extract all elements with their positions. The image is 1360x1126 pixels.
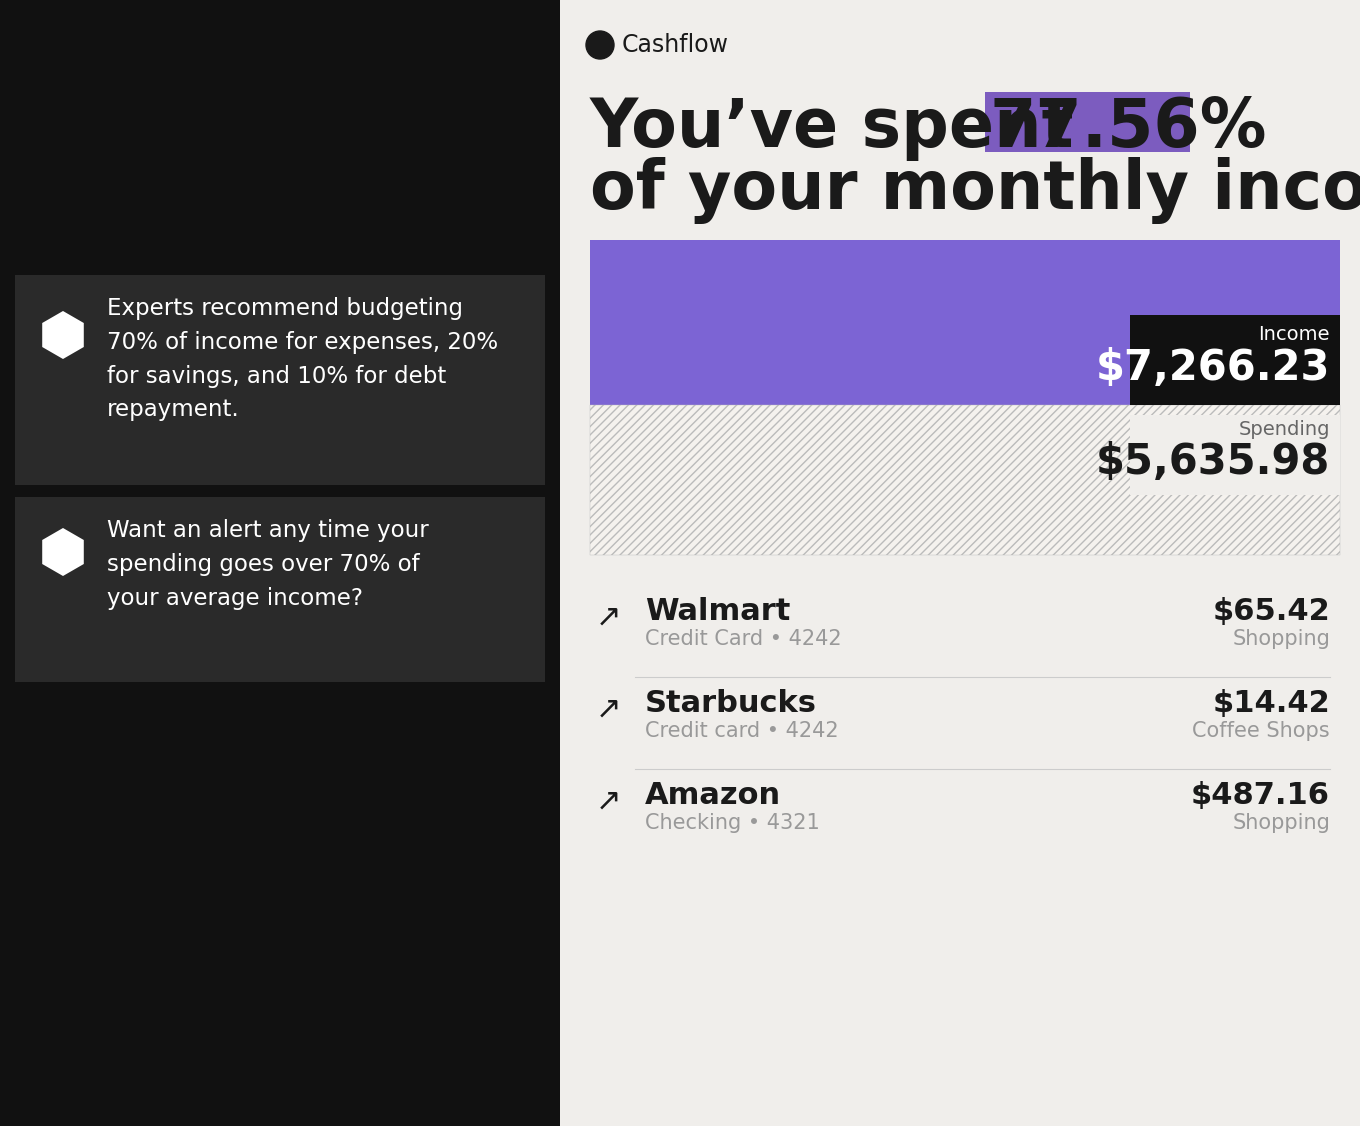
Text: You’ve spent: You’ve spent: [590, 95, 1098, 161]
FancyBboxPatch shape: [1130, 315, 1340, 405]
Text: $487.16: $487.16: [1191, 781, 1330, 810]
FancyBboxPatch shape: [590, 405, 1340, 555]
Text: of your monthly income: of your monthly income: [590, 157, 1360, 224]
Text: ↗: ↗: [596, 602, 620, 632]
Text: ↗: ↗: [596, 786, 620, 815]
Text: Income: Income: [1258, 325, 1330, 345]
Text: $65.42: $65.42: [1212, 597, 1330, 626]
FancyBboxPatch shape: [985, 92, 1190, 152]
FancyBboxPatch shape: [590, 240, 1340, 405]
Text: Shopping: Shopping: [1232, 813, 1330, 833]
Text: Credit card • 4242: Credit card • 4242: [645, 721, 839, 741]
Text: Starbucks: Starbucks: [645, 689, 817, 718]
Text: Credit Card • 4242: Credit Card • 4242: [645, 629, 842, 649]
Text: Spending: Spending: [1239, 420, 1330, 439]
Text: 77.56%: 77.56%: [990, 95, 1268, 161]
Text: Shopping: Shopping: [1232, 629, 1330, 649]
Text: Want an alert any time your
spending goes over 70% of
your average income?: Want an alert any time your spending goe…: [107, 519, 428, 609]
Text: Checking • 4321: Checking • 4321: [645, 813, 820, 833]
Text: Walmart: Walmart: [645, 597, 790, 626]
Polygon shape: [42, 311, 84, 359]
Text: ↗: ↗: [596, 695, 620, 724]
Text: $14.42: $14.42: [1212, 689, 1330, 718]
FancyBboxPatch shape: [0, 0, 590, 1126]
FancyBboxPatch shape: [1130, 415, 1340, 495]
Text: Coffee Shops: Coffee Shops: [1193, 721, 1330, 741]
Text: Amazon: Amazon: [645, 781, 781, 810]
Text: $5,635.98: $5,635.98: [1096, 441, 1330, 483]
Text: Cashflow: Cashflow: [622, 33, 729, 57]
FancyBboxPatch shape: [15, 497, 545, 682]
FancyBboxPatch shape: [15, 275, 545, 485]
Text: $7,266.23: $7,266.23: [1096, 347, 1330, 388]
Circle shape: [586, 32, 613, 59]
FancyBboxPatch shape: [560, 0, 1360, 1126]
Polygon shape: [42, 528, 84, 577]
Text: Experts recommend budgeting
70% of income for expenses, 20%
for savings, and 10%: Experts recommend budgeting 70% of incom…: [107, 297, 498, 421]
